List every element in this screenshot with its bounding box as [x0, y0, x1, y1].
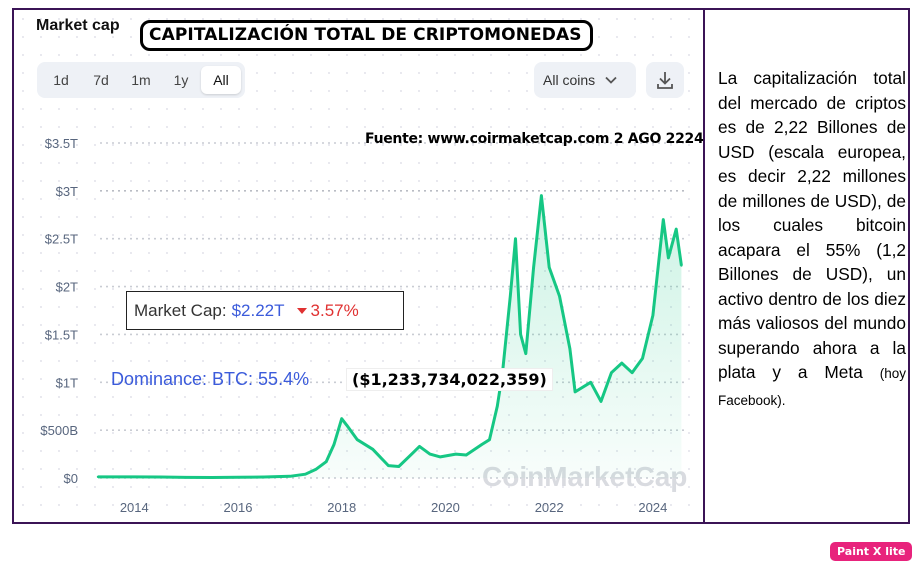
data-point [524, 352, 528, 355]
page-title: CAPITALIZACIÓN TOTAL DE CRIPTOMONEDAS [140, 20, 593, 51]
data-point [568, 347, 572, 350]
data-point [519, 333, 522, 336]
paint-x-lite-badge: Paint X lite [830, 542, 913, 561]
data-point [324, 460, 328, 463]
data-point [675, 227, 678, 231]
panel-divider [703, 10, 705, 522]
data-point [428, 452, 432, 456]
coins-select-value: All coins [543, 72, 596, 88]
market-cap-change: 3.57% [296, 300, 359, 321]
x-tick-label: 2020 [431, 500, 460, 515]
data-point [304, 472, 307, 476]
market-cap-change-value: 3.57% [310, 300, 359, 320]
y-tick-label: $1.5T [45, 327, 78, 342]
data-point [332, 443, 336, 446]
data-point [480, 443, 483, 446]
data-point [599, 400, 603, 403]
market-cap-tooltip: Market Cap: $2.22T 3.57% [126, 291, 404, 330]
market-cap-value: $2.22T [231, 300, 285, 320]
x-tick-label: 2024 [638, 500, 667, 515]
btc-dominance-label: Dominance: BTC: 55.4% [111, 369, 310, 389]
data-point [314, 468, 318, 471]
data-point [159, 475, 162, 479]
range-button-all[interactable]: All [201, 66, 241, 94]
data-point [184, 476, 188, 479]
data-point [667, 256, 670, 260]
data-point [340, 417, 343, 420]
explanation-text: La capitalización total del mercado de c… [718, 66, 906, 413]
data-point [356, 438, 359, 441]
data-point [387, 464, 390, 467]
range-button-7d[interactable]: 7d [93, 72, 109, 88]
data-point [641, 357, 644, 360]
download-button[interactable] [646, 62, 684, 98]
chevron-down-icon [605, 73, 617, 87]
data-point [464, 453, 468, 457]
data-point [133, 475, 136, 479]
data-point [620, 361, 623, 365]
data-point [262, 475, 266, 479]
market-cap-area [98, 195, 682, 478]
explanation-note: (hoy Facebook). [718, 366, 906, 408]
y-tick-label: $2.5T [45, 232, 78, 247]
btc-dominance-usd: ($1,233,734,022,359) [346, 368, 553, 391]
data-point [371, 448, 375, 451]
data-point [236, 476, 240, 479]
data-point [454, 452, 458, 456]
explanation-main: La capitalización total del mercado de c… [718, 68, 906, 382]
coins-select[interactable]: All coins [534, 62, 636, 98]
data-point [288, 475, 292, 478]
data-point [418, 445, 421, 448]
source-annotation: Fuente: www.coirmaketcap.com 2 AGO 2224 [365, 131, 704, 147]
y-tick-label: $500B [40, 423, 78, 438]
range-button-1m[interactable]: 1m [131, 72, 151, 88]
time-range-selector: 1d 7d 1m 1y All [37, 62, 245, 98]
triangle-down-icon [296, 308, 307, 315]
btc-dominance: Dominance: BTC: 55.4% [111, 369, 309, 390]
range-button-1y[interactable]: 1y [173, 72, 189, 88]
x-tick-label: 2014 [120, 500, 149, 515]
data-point [488, 438, 491, 441]
widget-label: Market cap [36, 17, 120, 34]
data-point [589, 381, 592, 384]
market-cap-chart: $0 $500B $1T $1.5T $2T $2.5T $3T $3.5T 2014 2016… [40, 136, 687, 515]
market-cap-label: Market Cap: [134, 300, 227, 320]
data-point [630, 371, 634, 374]
y-tick-label: $0 [64, 471, 78, 486]
data-point [547, 266, 551, 269]
data-point [397, 465, 400, 468]
y-tick-label: $2T [56, 280, 78, 295]
data-point [680, 264, 683, 267]
data-point [509, 294, 512, 298]
data-point [573, 390, 577, 394]
y-tick-label: $1T [56, 375, 78, 390]
x-tick-label: 2016 [224, 500, 253, 515]
data-point [651, 314, 655, 317]
range-button-1d[interactable]: 1d [53, 72, 69, 88]
data-point [410, 452, 413, 456]
data-point [540, 194, 543, 197]
y-tick-label: $3.5T [45, 136, 78, 151]
data-point [662, 218, 665, 221]
data-point [96, 475, 100, 479]
y-tick-label: $3T [56, 184, 78, 199]
download-icon [657, 72, 673, 89]
data-point [532, 266, 535, 269]
data-point [514, 237, 517, 240]
data-point [439, 455, 442, 459]
data-point [558, 294, 561, 298]
data-point [496, 405, 499, 408]
data-point [210, 476, 214, 479]
data-point [610, 371, 613, 374]
x-tick-label: 2022 [535, 500, 564, 515]
x-tick-label: 2018 [327, 500, 356, 515]
data-point [345, 424, 349, 427]
